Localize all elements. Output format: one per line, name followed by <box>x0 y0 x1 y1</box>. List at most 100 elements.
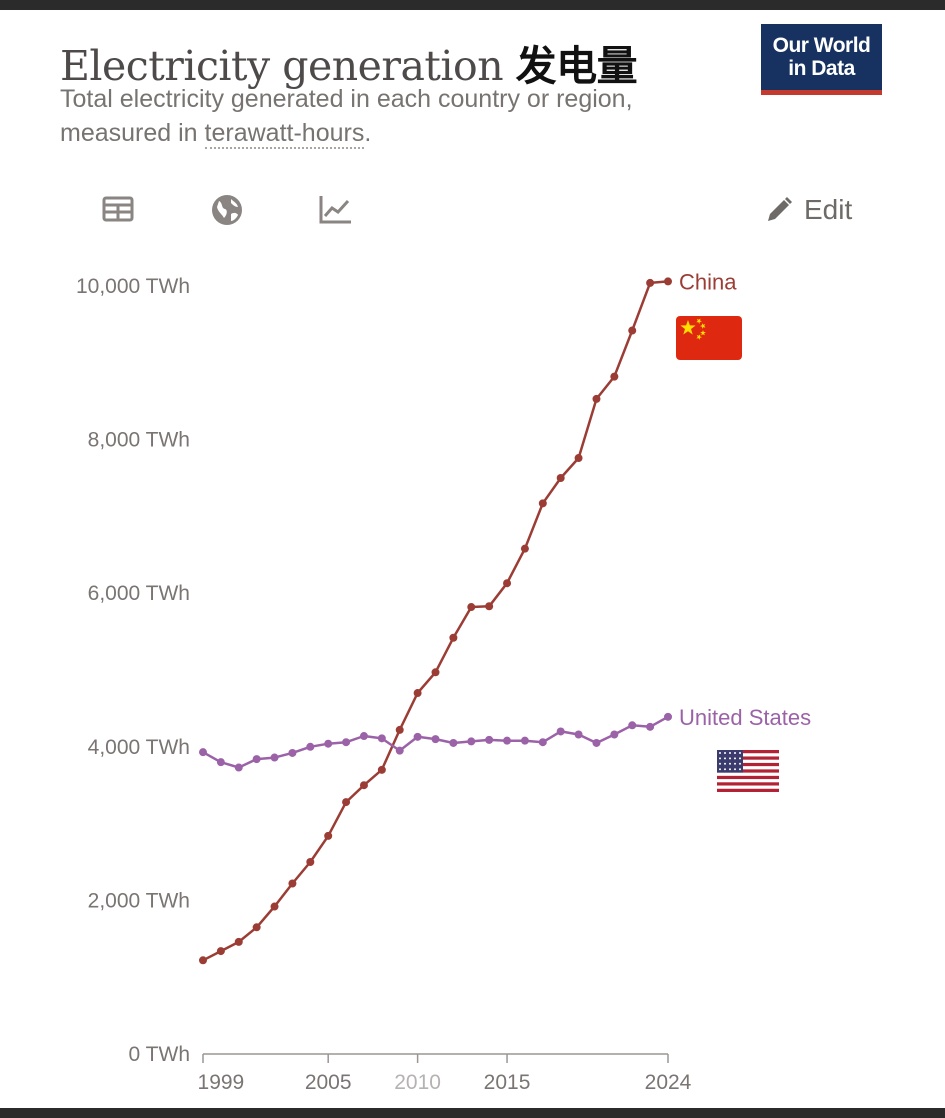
data-point-united-states[interactable] <box>324 739 333 748</box>
subtitle-prefix: measured in <box>60 119 205 147</box>
y-tick-label: 4,000 TWh <box>88 736 190 759</box>
data-point-china[interactable] <box>574 454 583 463</box>
data-point-united-states[interactable] <box>449 738 458 747</box>
data-point-united-states[interactable] <box>610 730 619 739</box>
data-point-china[interactable] <box>395 725 404 734</box>
data-point-united-states[interactable] <box>342 738 351 747</box>
y-tick-label: 8,000 TWh <box>88 429 190 452</box>
data-point-china[interactable] <box>646 278 655 287</box>
data-point-united-states[interactable] <box>431 735 440 744</box>
flag-star <box>739 768 741 771</box>
data-point-united-states[interactable] <box>395 746 404 755</box>
chart-subtitle: Total electricity generated in each coun… <box>60 82 760 150</box>
data-point-china[interactable] <box>288 879 297 888</box>
y-tick-label: 2,000 TWh <box>88 889 190 912</box>
data-point-china[interactable] <box>520 544 529 553</box>
data-point-united-states[interactable] <box>270 753 279 762</box>
flag-star <box>729 762 731 765</box>
data-point-china[interactable] <box>449 633 458 642</box>
flag-canton <box>717 750 743 773</box>
table-icon <box>102 196 134 222</box>
flag-star <box>734 762 736 765</box>
series-label-china[interactable]: China <box>679 269 737 294</box>
data-point-united-states[interactable] <box>199 748 207 757</box>
flag-star <box>729 768 731 771</box>
data-point-china[interactable] <box>252 923 261 932</box>
data-point-china[interactable] <box>306 858 315 866</box>
x-tick-label: 1999 <box>198 1071 245 1094</box>
chart-view-button[interactable] <box>315 190 355 230</box>
data-point-china[interactable] <box>199 956 207 965</box>
flag-star <box>739 757 741 760</box>
data-point-united-states[interactable] <box>646 722 655 731</box>
data-point-china[interactable] <box>556 474 565 482</box>
data-point-china[interactable] <box>431 668 440 677</box>
data-point-china[interactable] <box>503 579 512 588</box>
data-point-united-states[interactable] <box>485 735 494 744</box>
data-point-china[interactable] <box>377 765 386 774</box>
y-tick-label: 0 TWh <box>129 1043 190 1066</box>
chart-toolbar: Edit <box>0 190 945 234</box>
line-chart: 0 TWh 2,000 TWh 4,000 TWh 6,000 TWh 8,000 TW… <box>76 269 811 1094</box>
data-point-china[interactable] <box>610 372 619 381</box>
flag-stripe <box>717 756 779 760</box>
flag-star <box>696 334 702 340</box>
data-point-united-states[interactable] <box>252 755 261 764</box>
data-point-united-states[interactable] <box>628 721 637 730</box>
map-view-button[interactable] <box>207 190 247 230</box>
data-point-china[interactable] <box>467 603 476 612</box>
data-point-united-states[interactable] <box>288 748 297 757</box>
flag-star <box>680 320 696 335</box>
data-point-china[interactable] <box>413 689 422 698</box>
data-point-united-states[interactable] <box>503 736 512 745</box>
flag-star <box>729 752 731 754</box>
data-point-united-states[interactable] <box>556 727 565 736</box>
data-point-united-states[interactable] <box>467 737 476 746</box>
flag-star <box>734 757 736 760</box>
data-point-china[interactable] <box>234 937 243 946</box>
data-point-china[interactable] <box>538 499 547 508</box>
flag-star <box>719 768 721 771</box>
line-chart-icon <box>319 196 351 224</box>
x-tick-label-blurred: 2010 <box>394 1071 441 1094</box>
series-label-united-states[interactable]: United States <box>679 705 811 730</box>
data-point-united-states[interactable] <box>538 738 547 747</box>
flag-star <box>724 768 726 771</box>
data-point-china[interactable] <box>270 902 279 911</box>
flag-star <box>700 330 706 336</box>
data-point-china[interactable] <box>628 326 637 335</box>
data-point-united-states[interactable] <box>359 732 368 741</box>
flag-star <box>724 757 726 760</box>
data-point-united-states[interactable] <box>234 763 243 772</box>
data-point-united-states[interactable] <box>216 758 225 767</box>
table-view-button[interactable] <box>98 190 138 230</box>
data-point-china[interactable] <box>664 277 672 286</box>
data-point-united-states[interactable] <box>306 742 315 751</box>
data-point-united-states[interactable] <box>664 712 672 721</box>
data-point-united-states[interactable] <box>413 732 422 741</box>
data-point-united-states[interactable] <box>377 734 386 743</box>
data-point-china[interactable] <box>324 831 333 840</box>
logo-line-2: in Data <box>788 57 855 80</box>
data-point-china[interactable] <box>359 781 368 790</box>
logo-line-1: Our World <box>772 34 871 57</box>
data-point-china[interactable] <box>592 394 601 403</box>
data-point-united-states[interactable] <box>574 730 583 739</box>
flag-star <box>719 762 721 765</box>
data-point-china[interactable] <box>216 947 225 956</box>
x-tick-label: 2024 <box>645 1071 692 1094</box>
data-point-china[interactable] <box>342 798 351 807</box>
flag-star <box>719 757 721 760</box>
china-flag-icon <box>676 316 742 360</box>
data-point-china[interactable] <box>485 602 494 611</box>
flag-star <box>724 762 726 765</box>
owid-logo[interactable]: Our World in Data <box>761 24 882 95</box>
data-point-united-states[interactable] <box>520 736 529 745</box>
y-tick-label: 10,000 TWh <box>76 275 190 298</box>
edit-label: Edit <box>804 194 853 225</box>
unit-definition-link[interactable]: terawatt-hours <box>204 119 365 149</box>
data-point-united-states[interactable] <box>592 738 601 747</box>
edit-button[interactable]: Edit <box>764 190 852 230</box>
flag-star <box>734 768 736 771</box>
chart-title-text: Electricity generation <box>60 42 504 90</box>
